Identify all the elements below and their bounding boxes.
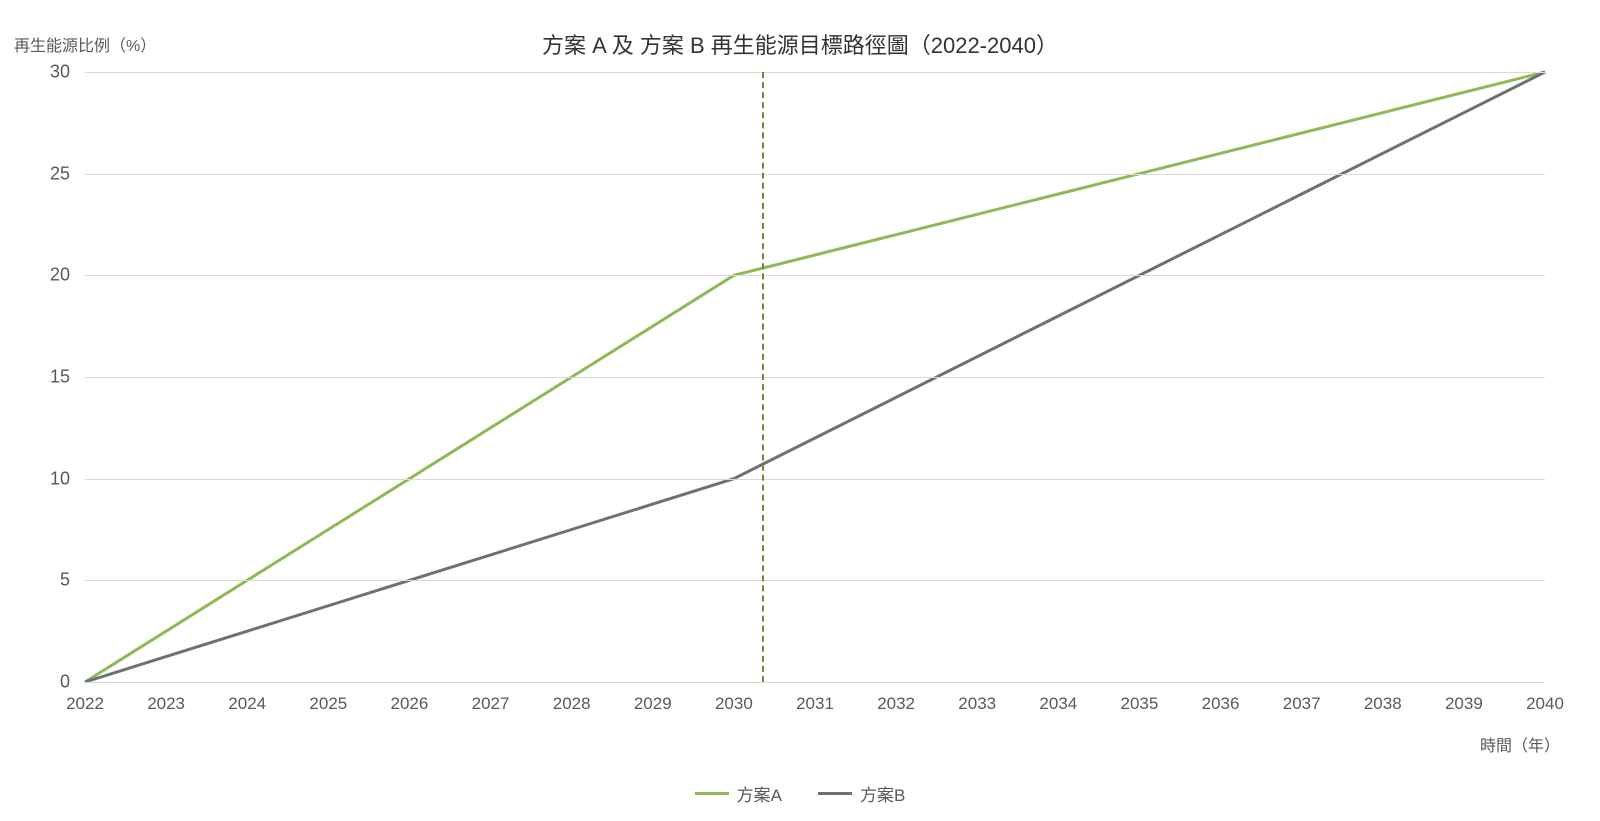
x-tick-label: 2036 [1202, 694, 1240, 714]
legend-label: 方案A [737, 781, 782, 806]
chart-title: 方案 A 及 方案 B 再生能源目標路徑圖（2022-2040） [0, 28, 1600, 60]
y-tick-label: 25 [15, 163, 70, 184]
x-tick-label: 2035 [1121, 694, 1159, 714]
x-tick-label: 2026 [391, 694, 429, 714]
x-tick-label: 2030 [715, 694, 753, 714]
x-tick-label: 2038 [1364, 694, 1402, 714]
x-tick-label: 2025 [309, 694, 347, 714]
y-tick-label: 5 [15, 570, 70, 591]
x-tick-label: 2024 [228, 694, 266, 714]
plot-area [85, 72, 1545, 682]
x-tick-label: 2034 [1039, 694, 1077, 714]
legend-swatch [818, 792, 852, 795]
x-tick-label: 2040 [1526, 694, 1564, 714]
x-tick-label: 2028 [553, 694, 591, 714]
y-axis-title: 再生能源比例（%） [14, 32, 156, 56]
gridline [85, 682, 1545, 683]
gridline [85, 377, 1545, 378]
gridline [85, 275, 1545, 276]
line-chart: 方案 A 及 方案 B 再生能源目標路徑圖（2022-2040） 再生能源比例（… [0, 0, 1600, 821]
x-tick-label: 2031 [796, 694, 834, 714]
x-tick-label: 2032 [877, 694, 915, 714]
y-tick-label: 15 [15, 367, 70, 388]
y-tick-label: 0 [15, 672, 70, 693]
gridline [85, 479, 1545, 480]
x-tick-label: 2023 [147, 694, 185, 714]
legend-swatch [695, 792, 729, 795]
legend-item: 方案A [695, 781, 782, 806]
y-tick-label: 20 [15, 265, 70, 286]
y-tick-label: 10 [15, 468, 70, 489]
x-tick-label: 2022 [66, 694, 104, 714]
x-tick-label: 2029 [634, 694, 672, 714]
legend-item: 方案B [818, 781, 905, 806]
y-tick-label: 30 [15, 62, 70, 83]
chart-legend: 方案A 方案B [0, 780, 1600, 806]
gridline [85, 72, 1545, 73]
x-tick-label: 2033 [958, 694, 996, 714]
x-tick-label: 2037 [1283, 694, 1321, 714]
legend-label: 方案B [860, 781, 905, 806]
x-tick-label: 2027 [472, 694, 510, 714]
gridline [85, 174, 1545, 175]
x-axis-title: 時間（年） [1480, 732, 1560, 756]
divider-vline [762, 72, 764, 682]
gridline [85, 580, 1545, 581]
x-tick-label: 2039 [1445, 694, 1483, 714]
